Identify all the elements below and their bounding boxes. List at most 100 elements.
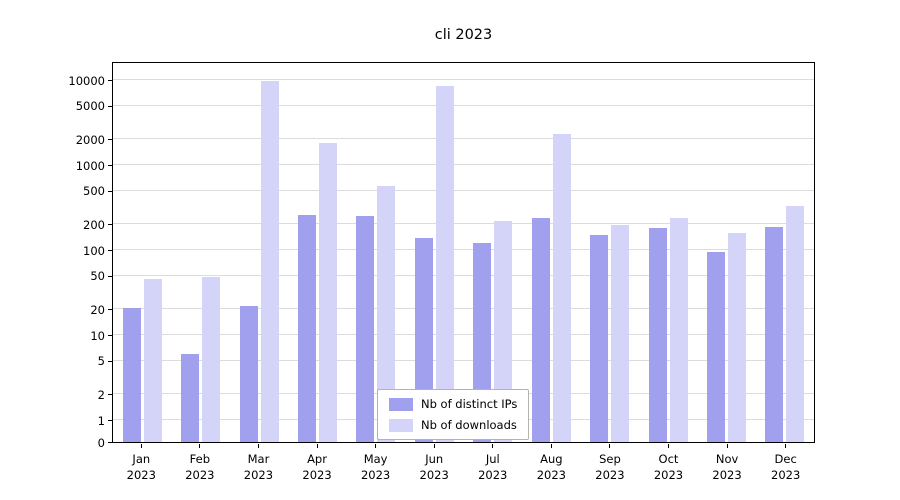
x-tick-nov: Nov 2023 — [698, 444, 757, 483]
x-tick-jun: Jun 2023 — [405, 444, 464, 483]
bar-group-mar — [230, 63, 288, 442]
y-tick-label: 5000 — [75, 98, 105, 113]
y-tick-label: 2000 — [75, 132, 105, 147]
x-tick-mark — [140, 444, 142, 448]
bar-nb-of-downloads — [318, 143, 337, 442]
x-tick-mark — [316, 444, 318, 448]
bar-nb-of-downloads — [552, 134, 571, 442]
bar-group-may — [347, 63, 405, 442]
y-tick-label: 10000 — [68, 73, 105, 88]
x-tick-year-label: 2023 — [360, 467, 391, 482]
x-tick-apr: Apr 2023 — [288, 444, 347, 483]
bar-nb-of-distinct-ips — [531, 217, 550, 442]
bar-nb-of-downloads — [611, 225, 630, 442]
bar-nb-of-downloads — [377, 186, 396, 442]
x-tick-year-label: 2023 — [771, 467, 801, 482]
chart-title: cli 2023 — [434, 27, 493, 43]
x-tick-mark — [199, 444, 201, 448]
bar-nb-of-distinct-ips — [122, 307, 141, 442]
x-tick-month-label: Sep — [599, 452, 621, 466]
bar-nb-of-distinct-ips — [648, 228, 667, 442]
y-tick-label: 500 — [83, 183, 105, 198]
x-tick-oct: Oct 2023 — [639, 444, 698, 483]
gridline — [113, 308, 814, 310]
y-tick-mark — [108, 250, 112, 251]
bar-group-sep — [580, 63, 638, 442]
x-tick-year-label: 2023 — [478, 467, 508, 482]
x-tick-mark — [667, 444, 669, 448]
bar-nb-of-distinct-ips — [356, 216, 375, 442]
bar-group-dec — [756, 63, 814, 442]
bar-nb-of-downloads — [435, 86, 454, 442]
gridline — [113, 223, 814, 225]
bar-group-nov — [697, 63, 755, 442]
bar-nb-of-downloads — [202, 277, 221, 442]
x-tick-month-label: Aug — [540, 452, 563, 466]
legend-item-downloads: Nb of downloads — [389, 418, 517, 432]
y-tick-label: 2 — [97, 387, 105, 402]
x-tick-month-label: Jun — [425, 452, 444, 466]
y-tick-mark — [108, 360, 112, 362]
bar-group-jan — [113, 63, 171, 442]
y-tick-marks — [108, 62, 112, 443]
bar-nb-of-downloads — [260, 80, 279, 442]
x-tick-year-label: 2023 — [419, 467, 449, 482]
legend: Nb of distinct IPs Nb of downloads — [377, 389, 530, 440]
x-tick-mark — [609, 444, 611, 448]
gridline — [113, 189, 814, 191]
bar-group-apr — [288, 63, 346, 442]
y-tick-label: 0 — [97, 435, 105, 450]
y-tick-mark — [108, 275, 112, 277]
gridline — [113, 164, 814, 165]
y-tick-label: 1000 — [75, 158, 105, 173]
legend-swatch-distinct-ips — [389, 397, 413, 411]
x-tick-mark — [375, 444, 377, 448]
x-tick-year-label: 2023 — [185, 467, 215, 482]
y-tick-label: 10 — [90, 328, 105, 343]
y-tick-mark — [108, 335, 112, 336]
legend-swatch-downloads — [389, 418, 413, 432]
x-tick-mark — [433, 444, 435, 448]
x-tick-mark — [257, 444, 259, 448]
bar-group-oct — [639, 63, 697, 442]
x-tick-month-label: Oct — [658, 452, 679, 466]
y-tick-mark — [108, 394, 112, 396]
x-tick-feb: Feb 2023 — [171, 444, 230, 483]
bar-nb-of-distinct-ips — [239, 305, 258, 442]
x-tick-year-label: 2023 — [536, 467, 566, 482]
bar-nb-of-distinct-ips — [297, 214, 316, 442]
gridline — [113, 249, 814, 250]
bar-nb-of-distinct-ips — [765, 227, 784, 442]
x-tick-year-label: 2023 — [595, 467, 625, 482]
bar-nb-of-downloads — [143, 279, 162, 442]
bar-group-aug — [522, 63, 580, 442]
bar-nb-of-downloads — [727, 232, 746, 442]
y-tick-label: 1 — [97, 413, 105, 428]
y-tick-mark — [108, 224, 112, 226]
x-tick-jan: Jan 2023 — [112, 444, 171, 483]
gridline — [113, 79, 814, 80]
x-tick-year-label: 2023 — [243, 467, 274, 482]
y-tick-label: 20 — [90, 302, 105, 317]
x-tick-month-label: Jul — [485, 452, 500, 466]
y-tick-label: 200 — [83, 217, 105, 232]
y-tick-mark — [108, 80, 112, 81]
x-tick-aug: Aug 2023 — [522, 444, 581, 483]
gridline — [113, 138, 814, 140]
legend-label-distinct-ips: Nb of distinct IPs — [421, 397, 518, 411]
y-tick-mark — [108, 139, 112, 141]
y-tick-mark — [108, 420, 112, 421]
x-tick-mark — [550, 444, 552, 448]
x-tick-year-label: 2023 — [653, 467, 684, 482]
y-tick-label: 5 — [97, 353, 105, 368]
x-tick-year-label: 2023 — [712, 467, 742, 482]
x-tick-jul: Jul 2023 — [463, 444, 522, 483]
x-tick-month-label: Dec — [774, 452, 797, 466]
y-tick-mark — [108, 105, 112, 107]
bar-series-container — [113, 63, 814, 442]
x-tick-year-label: 2023 — [302, 467, 332, 482]
x-tick-mark — [726, 444, 728, 448]
bar-nb-of-downloads — [669, 217, 688, 442]
bar-nb-of-downloads — [786, 205, 805, 442]
